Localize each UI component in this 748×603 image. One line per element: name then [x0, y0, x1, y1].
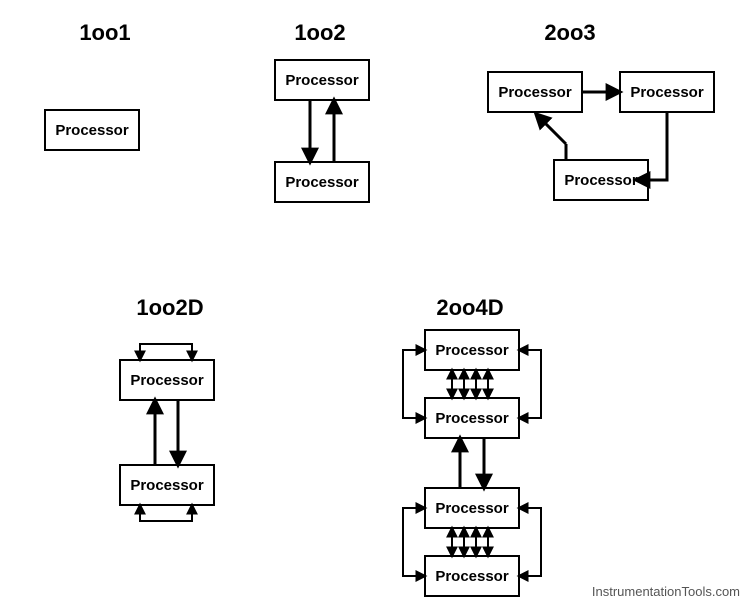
proc-label-2oo3-a: Processor: [498, 84, 572, 101]
connector: [648, 112, 667, 180]
proc-label-1oo2-a: Processor: [285, 72, 359, 89]
proc-label-2oo3-b: Processor: [630, 84, 704, 101]
side-loop: [403, 350, 425, 418]
proc-label-2oo4D-a: Processor: [435, 342, 509, 359]
side-loop: [519, 508, 541, 576]
proc-label-1oo2-b: Processor: [285, 174, 359, 191]
proc-label-1oo2D-a: Processor: [130, 372, 204, 389]
self-loop: [140, 505, 192, 521]
proc-label-2oo3-c: Processor: [564, 172, 638, 189]
side-loop: [519, 350, 541, 418]
proc-label-2oo4D-b: Processor: [435, 410, 509, 427]
title-2oo4D: 2oo4D: [436, 295, 503, 320]
title-1oo1: 1oo1: [79, 20, 130, 45]
connector-arrow: [536, 114, 566, 144]
proc-label-2oo4D-d: Processor: [435, 568, 509, 585]
attribution: InstrumentationTools.com: [592, 584, 740, 599]
proc-label-2oo4D-c: Processor: [435, 500, 509, 517]
title-1oo2: 1oo2: [294, 20, 345, 45]
title-1oo2D: 1oo2D: [136, 295, 203, 320]
proc-label-1oo1-a: Processor: [55, 122, 129, 139]
self-loop: [140, 344, 192, 360]
proc-label-1oo2D-b: Processor: [130, 477, 204, 494]
title-2oo3: 2oo3: [544, 20, 595, 45]
side-loop: [403, 508, 425, 576]
